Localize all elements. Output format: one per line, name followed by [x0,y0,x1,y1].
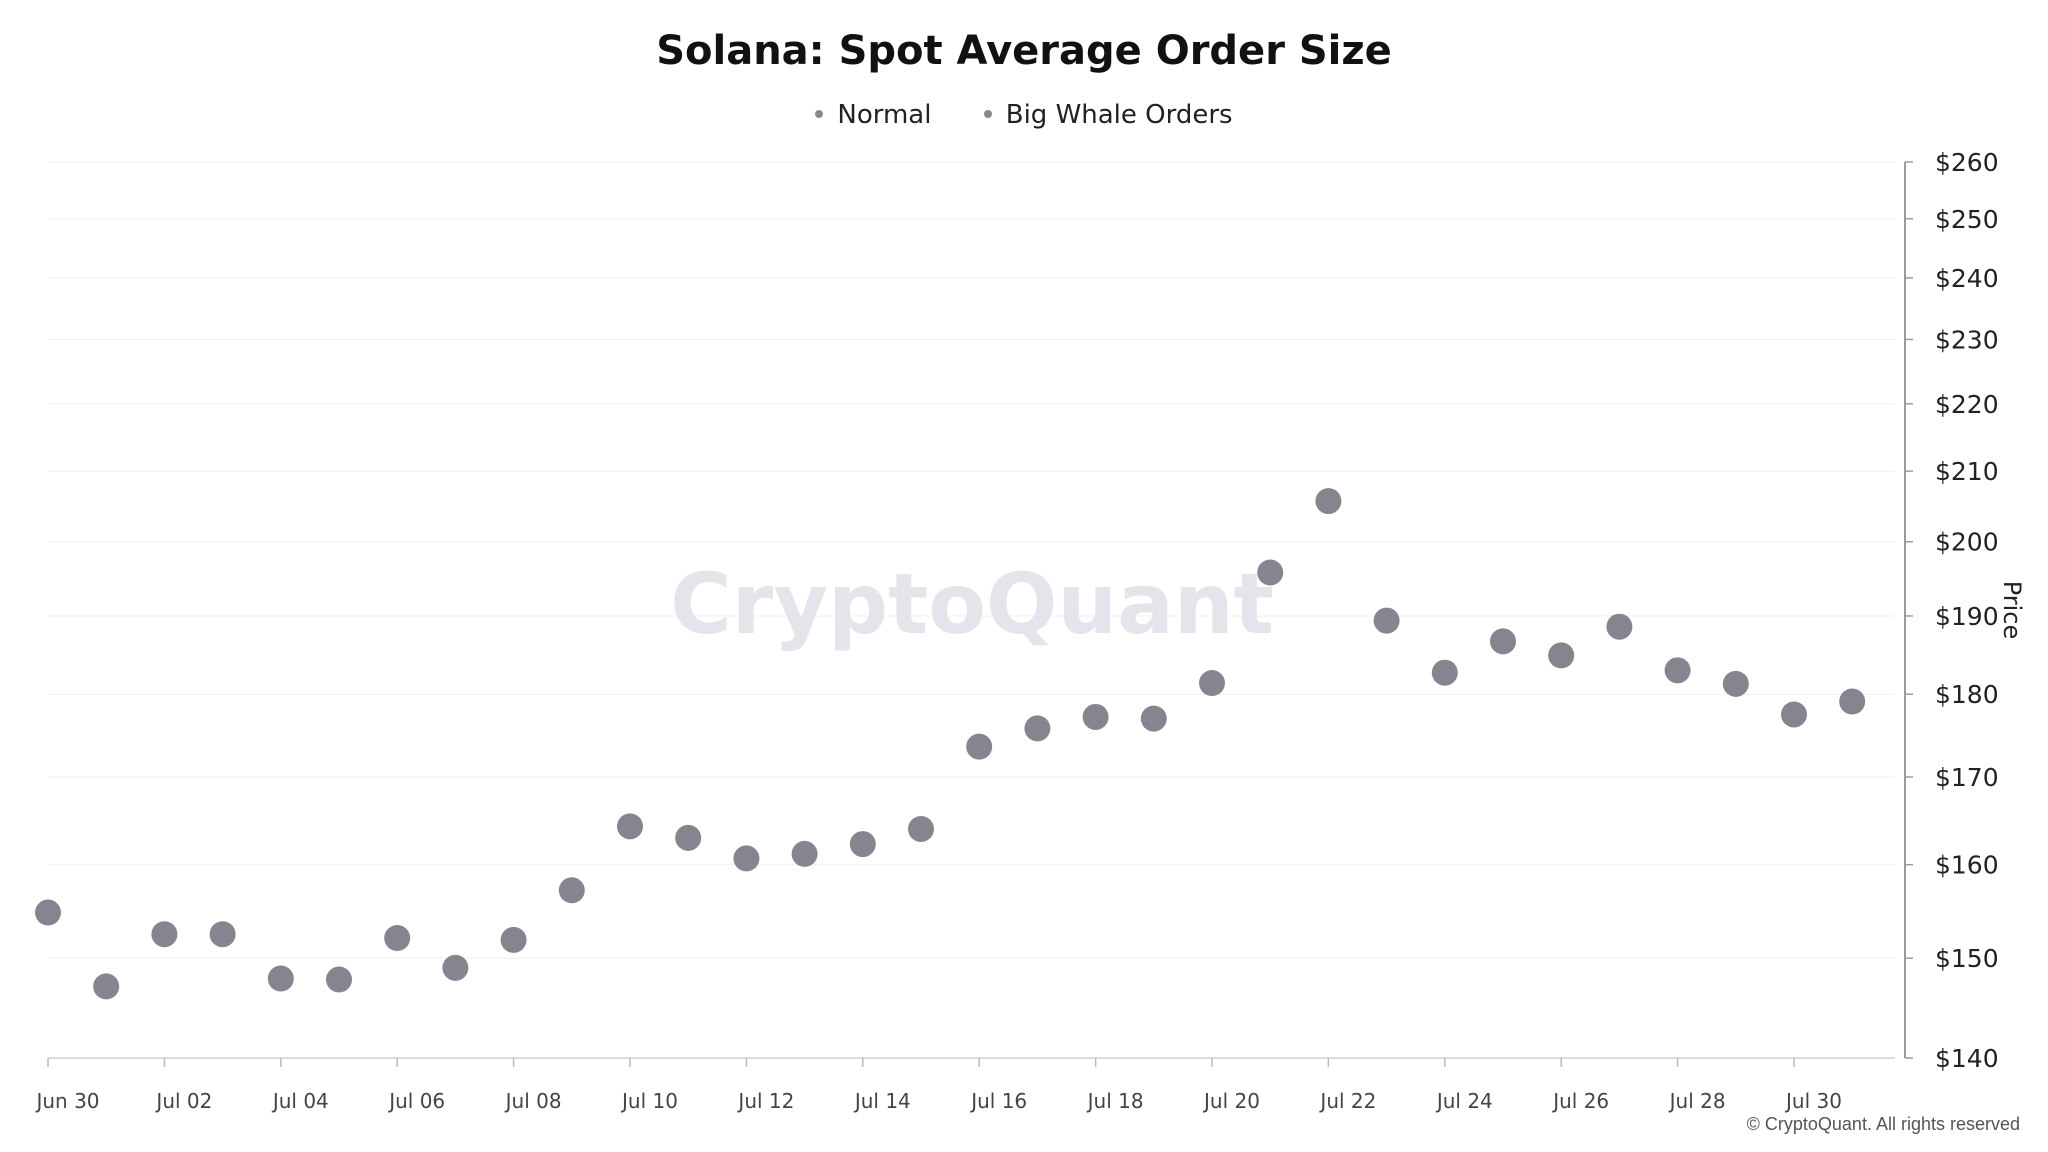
data-point [209,921,236,948]
data-point [1781,701,1807,728]
data-point [35,899,61,926]
data-point [1024,715,1051,742]
data-points [35,488,1866,1000]
y-tick-label: $140 [1935,1044,1999,1073]
data-point [966,733,993,760]
y-axis-label: Price [1998,581,2026,640]
legend-label-normal: Normal [837,100,932,130]
x-tick-label: Jul 08 [504,1089,562,1113]
data-point [558,877,585,904]
y-tick-label: $200 [1935,528,1999,557]
y-tick-label: $260 [1935,148,1999,177]
data-point [1490,628,1516,655]
data-point [1315,488,1342,515]
y-tick-label: $180 [1935,680,1999,709]
data-point [849,831,876,858]
legend-dot-normal [815,109,824,118]
legend-dot-big-whale-orders [983,109,992,118]
data-point [675,824,702,851]
data-point [1373,607,1400,634]
y-tick-label: $210 [1935,457,1999,486]
legend-label-big-whale-orders: Big Whale Orders [1005,100,1233,130]
x-tick-label: Jul 12 [736,1089,794,1113]
x-tick-label: Jul 06 [387,1089,445,1113]
x-tick-label: Jul 10 [620,1089,678,1113]
x-tick-label: Jun 30 [34,1089,99,1113]
x-tick-label: Jul 20 [1202,1089,1260,1113]
y-tick-label: $250 [1935,205,1999,234]
y-ticks: $140 $150 $160 $170 $180 $190 $200 $210 $220 $230… [1905,148,1999,1073]
y-tick-label: $150 [1935,944,1999,973]
watermark: CryptoQuant [670,555,1274,653]
data-point [93,973,120,1000]
x-tick-label: Jul 18 [1086,1089,1144,1113]
data-point [791,840,818,867]
data-point [1606,613,1633,640]
copyright: © CryptoQuant. All rights reserved [1746,1114,2020,1134]
data-point [733,845,760,872]
data-point [1664,657,1691,684]
x-ticks: Jun 30 Jul 02 Jul 04 Jul 06 Jul 08 Jul 10 Jul … [34,1058,1842,1113]
y-tick-label: $190 [1935,602,1999,631]
data-point [1257,559,1284,586]
y-tick-label: $220 [1935,390,1999,419]
x-tick-label: Jul 22 [1318,1089,1376,1113]
data-point [1431,659,1458,686]
y-tick-label: $160 [1935,851,1999,880]
y-tick-label: $240 [1935,264,1999,293]
x-tick-label: Jul 26 [1551,1089,1609,1113]
data-point [384,925,411,952]
data-point [1722,670,1749,697]
data-point [500,926,527,953]
x-tick-label: Jul 02 [154,1089,212,1113]
data-point [617,813,643,840]
y-tick-label: $230 [1935,325,1999,354]
x-tick-label: Jul 24 [1435,1089,1493,1113]
data-point [908,815,934,842]
data-point [1548,642,1575,669]
x-tick-label: Jul 16 [969,1089,1027,1113]
gridlines [48,161,1895,959]
data-point [442,954,469,981]
data-point [267,965,294,992]
data-point [1082,703,1109,730]
x-tick-label: Jul 04 [271,1089,329,1113]
data-point [1199,670,1225,697]
data-point [1839,688,1866,715]
y-tick-label: $170 [1935,763,1999,792]
data-point [151,921,178,948]
legend-item-normal[interactable]: Normal [815,100,931,130]
data-point [1140,705,1167,732]
x-tick-label: Jul 14 [853,1089,911,1113]
data-point [326,966,352,993]
legend: Normal Big Whale Orders [0,100,2048,130]
chart-title: Solana: Spot Average Order Size [656,28,1392,74]
x-tick-label: Jul 30 [1784,1089,1842,1113]
x-tick-label: Jul 28 [1668,1089,1726,1113]
legend-item-big-whale-orders[interactable]: Big Whale Orders [983,100,1233,130]
